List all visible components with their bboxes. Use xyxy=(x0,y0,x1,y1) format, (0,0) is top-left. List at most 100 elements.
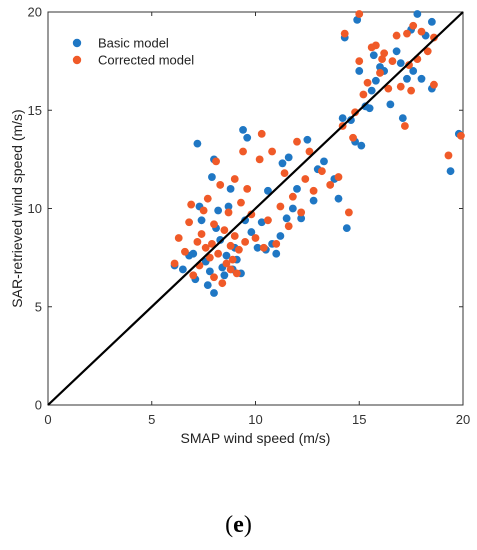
point-corrected-model xyxy=(170,259,179,268)
point-basic-model xyxy=(284,153,293,162)
point-corrected-model xyxy=(214,249,223,258)
point-basic-model xyxy=(224,202,233,211)
legend: Basic model Corrected model xyxy=(72,36,194,68)
point-corrected-model xyxy=(378,55,386,64)
point-corrected-model xyxy=(193,238,202,246)
point-corrected-model xyxy=(230,175,239,183)
x-axis-label: SMAP wind speed (m/s) xyxy=(181,430,331,446)
point-corrected-model xyxy=(197,230,206,238)
point-basic-model xyxy=(334,194,343,203)
point-corrected-model xyxy=(232,269,241,278)
y-tick-label: 20 xyxy=(28,5,42,20)
point-basic-model xyxy=(369,51,378,60)
point-basic-model xyxy=(241,216,250,225)
point-corrected-model xyxy=(423,47,432,56)
y-axis-label: SAR-retrieved wind speed (m/s) xyxy=(9,109,25,307)
point-basic-model xyxy=(386,100,395,109)
reference-line xyxy=(47,11,464,406)
point-corrected-model xyxy=(239,147,247,156)
point-basic-model xyxy=(413,10,422,18)
point-basic-model xyxy=(257,218,266,227)
point-corrected-model xyxy=(241,238,250,246)
point-corrected-model xyxy=(268,147,276,156)
caption-letter: e xyxy=(233,512,244,538)
point-basic-model xyxy=(193,139,202,148)
point-corrected-model xyxy=(189,271,198,280)
point-corrected-model xyxy=(201,243,210,252)
point-corrected-model xyxy=(301,175,310,183)
point-basic-model xyxy=(282,214,291,223)
point-basic-model xyxy=(197,216,206,225)
point-corrected-model xyxy=(199,206,208,215)
point-corrected-model xyxy=(259,243,268,252)
point-basic-model xyxy=(293,184,301,193)
figure-caption: (e) xyxy=(0,512,477,539)
point-basic-model xyxy=(205,267,214,276)
point-corrected-model xyxy=(257,129,266,138)
legend-label-corrected-model: Corrected model xyxy=(98,53,194,68)
point-corrected-model xyxy=(355,10,364,18)
axes: 0 5 10 15 20 0 5 10 15 20 xyxy=(28,5,471,428)
legend-marker-basic-model xyxy=(72,38,82,48)
point-basic-model xyxy=(220,271,229,280)
point-corrected-model xyxy=(430,33,438,42)
point-basic-model xyxy=(272,249,281,258)
point-basic-model xyxy=(347,116,355,124)
one-to-one-line xyxy=(47,11,464,406)
point-basic-model xyxy=(409,67,418,75)
point-basic-model xyxy=(189,249,198,258)
point-basic-model xyxy=(396,59,405,67)
point-corrected-model xyxy=(272,239,281,248)
point-corrected-model xyxy=(293,137,301,146)
point-corrected-model xyxy=(340,29,349,38)
caption-close-paren: ) xyxy=(243,512,252,538)
point-corrected-model xyxy=(288,192,297,201)
point-corrected-model xyxy=(284,222,293,231)
point-corrected-model xyxy=(407,86,416,95)
point-basic-model xyxy=(288,204,297,213)
legend-marker-corrected-model xyxy=(72,55,82,65)
point-corrected-model xyxy=(457,131,465,140)
x-tick-label: 20 xyxy=(456,412,470,427)
point-basic-model xyxy=(297,214,306,223)
point-corrected-model xyxy=(417,27,426,36)
point-corrected-model xyxy=(430,80,438,89)
point-basic-model xyxy=(222,251,231,260)
point-corrected-model xyxy=(344,208,353,217)
point-corrected-model xyxy=(237,198,245,207)
point-corrected-model xyxy=(334,173,343,181)
x-tick-label: 15 xyxy=(352,412,366,427)
point-corrected-model xyxy=(220,226,229,235)
point-corrected-model xyxy=(181,247,189,256)
x-tick-label: 10 xyxy=(248,412,262,427)
point-corrected-model xyxy=(363,78,372,87)
point-basic-model xyxy=(178,265,187,274)
point-basic-model xyxy=(276,232,285,240)
point-corrected-model xyxy=(355,57,364,66)
point-corrected-model xyxy=(222,259,231,268)
point-corrected-model xyxy=(224,208,233,217)
point-corrected-model xyxy=(210,220,218,229)
point-basic-model xyxy=(403,74,411,83)
point-basic-model xyxy=(417,74,426,83)
point-basic-model xyxy=(210,289,218,297)
point-corrected-model xyxy=(203,194,212,203)
x-tick-label: 0 xyxy=(44,412,51,427)
point-corrected-model xyxy=(349,133,357,142)
point-corrected-model xyxy=(388,57,397,66)
x-tick-label: 5 xyxy=(148,412,155,427)
point-corrected-model xyxy=(218,279,227,288)
caption-open-paren: ( xyxy=(225,512,234,538)
point-corrected-model xyxy=(210,273,218,282)
point-corrected-model xyxy=(305,147,314,156)
y-tick-label: 0 xyxy=(35,398,42,413)
legend-label-basic-model: Basic model xyxy=(98,36,169,51)
point-corrected-model xyxy=(255,155,264,164)
point-corrected-model xyxy=(405,61,413,69)
point-corrected-model xyxy=(226,241,235,250)
y-tick-label: 5 xyxy=(35,299,42,314)
data-points xyxy=(170,10,465,297)
point-basic-model xyxy=(239,125,247,134)
y-tick-label: 15 xyxy=(28,103,42,118)
